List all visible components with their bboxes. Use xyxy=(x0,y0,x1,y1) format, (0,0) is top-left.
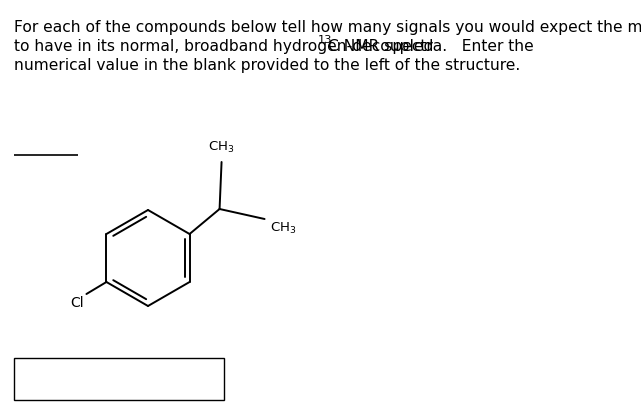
Text: For each of the compounds below tell how many signals you would expect the molec: For each of the compounds below tell how… xyxy=(14,20,641,35)
Text: C NMR spectra.   Enter the: C NMR spectra. Enter the xyxy=(328,39,534,54)
Text: numerical value in the blank provided to the left of the structure.: numerical value in the blank provided to… xyxy=(14,58,520,73)
Bar xyxy=(14,358,224,400)
Text: to have in its normal, broadband hydrogen-decoupled: to have in its normal, broadband hydroge… xyxy=(14,39,438,54)
Text: CH$_3$: CH$_3$ xyxy=(270,221,296,236)
Text: Cl: Cl xyxy=(70,296,83,310)
Text: 13: 13 xyxy=(318,35,333,45)
Text: CH$_3$: CH$_3$ xyxy=(208,140,235,155)
